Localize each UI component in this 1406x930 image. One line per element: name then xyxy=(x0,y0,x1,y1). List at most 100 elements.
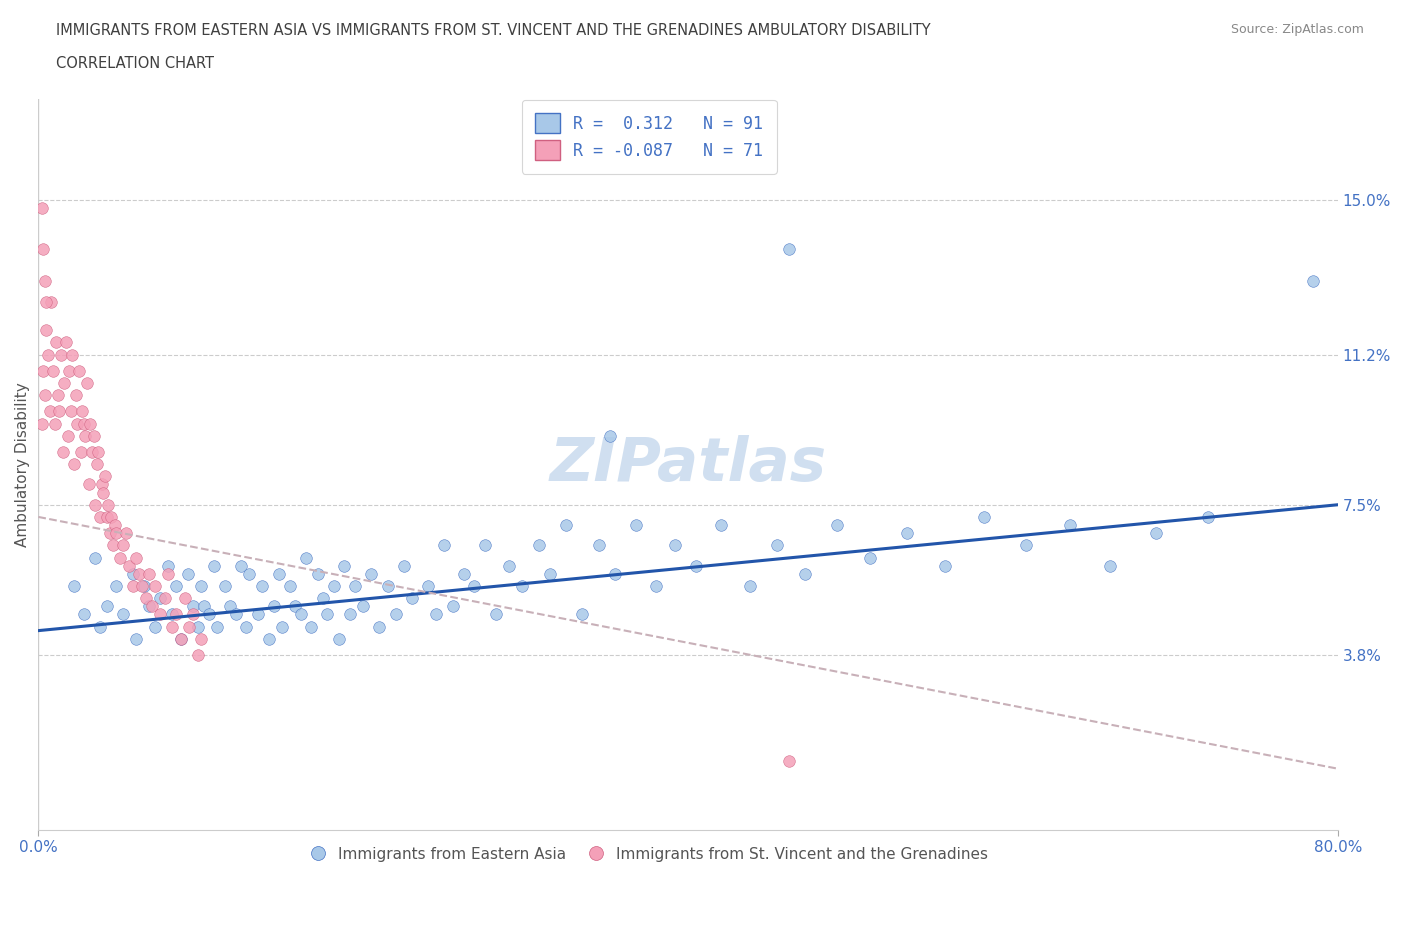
Point xyxy=(827,518,849,533)
Point xyxy=(35,294,58,309)
Point xyxy=(32,242,55,257)
Point xyxy=(235,619,257,634)
Point xyxy=(32,364,55,379)
Point xyxy=(401,591,423,605)
Text: IMMIGRANTS FROM EASTERN ASIA VS IMMIGRANTS FROM ST. VINCENT AND THE GRENADINES A: IMMIGRANTS FROM EASTERN ASIA VS IMMIGRAN… xyxy=(56,23,931,38)
Point xyxy=(111,607,134,622)
Point xyxy=(685,558,707,573)
Point xyxy=(45,335,67,350)
Point xyxy=(246,607,269,622)
Point xyxy=(299,619,322,634)
Point xyxy=(170,631,193,646)
Point xyxy=(98,525,121,540)
Point xyxy=(56,429,79,444)
Point xyxy=(46,388,69,403)
Point xyxy=(181,599,204,614)
Point xyxy=(34,274,56,289)
Point xyxy=(125,631,148,646)
Point xyxy=(339,607,361,622)
Point xyxy=(63,457,86,472)
Point xyxy=(202,558,225,573)
Text: CORRELATION CHART: CORRELATION CHART xyxy=(56,56,214,71)
Point xyxy=(141,599,163,614)
Point xyxy=(290,607,312,622)
Legend: Immigrants from Eastern Asia, Immigrants from St. Vincent and the Grenadines: Immigrants from Eastern Asia, Immigrants… xyxy=(302,839,995,870)
Point xyxy=(498,558,520,573)
Point xyxy=(738,578,761,593)
Point xyxy=(231,558,253,573)
Point xyxy=(205,619,228,634)
Text: ZIPatlas: ZIPatlas xyxy=(550,434,827,494)
Point xyxy=(132,578,155,593)
Point xyxy=(53,376,76,391)
Point xyxy=(66,416,89,431)
Point xyxy=(170,631,193,646)
Point xyxy=(173,591,195,605)
Point xyxy=(138,599,160,614)
Point xyxy=(149,591,172,605)
Point xyxy=(108,551,131,565)
Point xyxy=(441,599,464,614)
Point xyxy=(368,619,391,634)
Point xyxy=(31,416,53,431)
Point xyxy=(165,607,187,622)
Point xyxy=(84,498,107,512)
Point xyxy=(111,538,134,552)
Point xyxy=(67,364,90,379)
Text: Source: ZipAtlas.com: Source: ZipAtlas.com xyxy=(1230,23,1364,36)
Point xyxy=(219,599,242,614)
Point xyxy=(307,566,329,581)
Point xyxy=(86,457,108,472)
Point xyxy=(75,429,97,444)
Point xyxy=(73,416,96,431)
Point xyxy=(186,619,208,634)
Point xyxy=(271,619,294,634)
Point xyxy=(512,578,534,593)
Point xyxy=(316,607,339,622)
Point xyxy=(344,578,367,593)
Point xyxy=(225,607,247,622)
Point xyxy=(1015,538,1038,552)
Point xyxy=(328,631,350,646)
Point xyxy=(34,388,56,403)
Point xyxy=(79,416,101,431)
Point xyxy=(323,578,346,593)
Point xyxy=(94,469,117,484)
Point xyxy=(267,566,290,581)
Point xyxy=(538,566,561,581)
Point xyxy=(100,510,122,525)
Point xyxy=(121,578,143,593)
Point xyxy=(644,578,666,593)
Point xyxy=(709,518,731,533)
Point xyxy=(76,376,98,391)
Point xyxy=(190,578,212,593)
Point xyxy=(62,347,84,362)
Point xyxy=(332,558,354,573)
Point xyxy=(252,578,274,593)
Point xyxy=(135,591,157,605)
Point xyxy=(360,566,382,581)
Point xyxy=(588,538,610,552)
Point xyxy=(125,551,148,565)
Point xyxy=(599,429,621,444)
Point xyxy=(96,510,118,525)
Point xyxy=(157,566,180,581)
Point xyxy=(160,607,183,622)
Point xyxy=(59,404,82,418)
Point xyxy=(624,518,647,533)
Point xyxy=(105,578,128,593)
Point xyxy=(69,445,91,459)
Point xyxy=(105,525,128,540)
Point xyxy=(179,619,201,634)
Point xyxy=(96,599,118,614)
Point xyxy=(84,551,107,565)
Point xyxy=(1059,518,1081,533)
Point xyxy=(48,404,70,418)
Point xyxy=(934,558,956,573)
Point xyxy=(37,347,59,362)
Point xyxy=(794,566,817,581)
Point xyxy=(603,566,626,581)
Point xyxy=(177,566,200,581)
Point xyxy=(1197,510,1219,525)
Point xyxy=(453,566,475,581)
